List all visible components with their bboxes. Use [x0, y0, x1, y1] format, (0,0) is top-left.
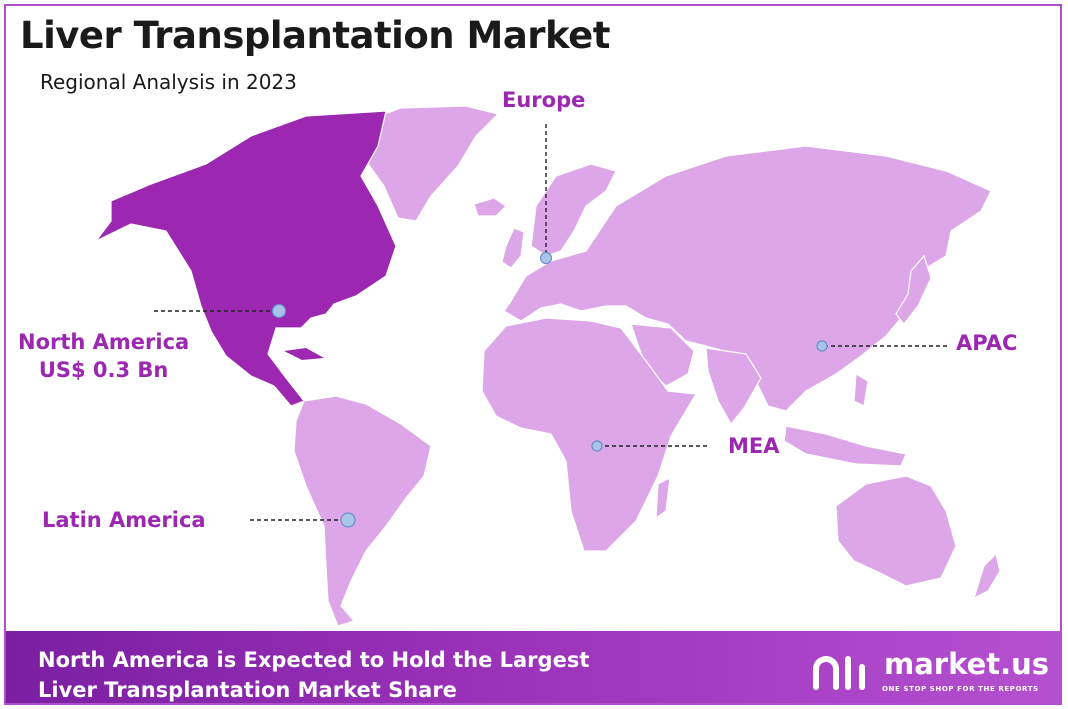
apac-label: APAC — [956, 331, 1018, 355]
australia-shape — [835, 475, 957, 587]
other-regions — [293, 105, 1001, 627]
mea-label: MEA — [728, 434, 780, 458]
footer-line-2: Liver Transplantation Market Share — [38, 678, 457, 702]
logo-mark-icon — [813, 656, 865, 690]
cuba-shape — [284, 348, 324, 360]
india-shape — [705, 347, 762, 426]
infographic-frame: Liver Transplantation Market Regional An… — [4, 4, 1062, 705]
europe-marker — [539, 251, 553, 265]
north-america-marker — [271, 303, 287, 319]
footer-line-1: North America is Expected to Hold the La… — [38, 648, 590, 672]
eurasia-shape — [503, 145, 992, 412]
africa-shape — [481, 317, 697, 552]
leader-lines — [154, 124, 950, 521]
europe-label: Europe — [502, 88, 586, 112]
north-america-value: US$ 0.3 Bn — [38, 358, 169, 382]
uk-shape — [501, 227, 525, 269]
footer-message: North America is Expected to Hold the La… — [38, 645, 590, 703]
apac-marker — [816, 340, 828, 352]
iceland-shape — [473, 197, 507, 217]
footer-banner: North America is Expected to Hold the La… — [6, 631, 1060, 703]
north-america-label: North America US$ 0.3 Bn — [18, 328, 189, 384]
region-markers — [271, 251, 828, 528]
philippines-shape — [853, 372, 869, 407]
north-america-name: North America — [18, 330, 190, 354]
page-title: Liver Transplantation Market — [20, 14, 610, 57]
latin-america-label: Latin America — [42, 508, 206, 532]
new-zealand-shape — [973, 552, 1001, 600]
market-us-logo: market.us ONE STOP SHOP FOR THE REPORTS — [806, 645, 1056, 695]
japan-shape — [895, 254, 932, 325]
scandinavia-shape — [530, 163, 617, 257]
madagascar-shape — [655, 476, 671, 520]
logo-tagline: ONE STOP SHOP FOR THE REPORTS — [882, 685, 1039, 693]
greenland-shape — [357, 105, 500, 222]
mea-marker — [591, 440, 603, 452]
south-america-shape — [293, 395, 432, 627]
world-map — [95, 105, 1001, 627]
indonesia-shape — [783, 425, 907, 467]
logo-wordmark: market.us — [884, 647, 1050, 681]
north-america-shape — [95, 110, 397, 407]
latin-america-marker — [340, 512, 356, 528]
page-subtitle: Regional Analysis in 2023 — [40, 70, 297, 94]
